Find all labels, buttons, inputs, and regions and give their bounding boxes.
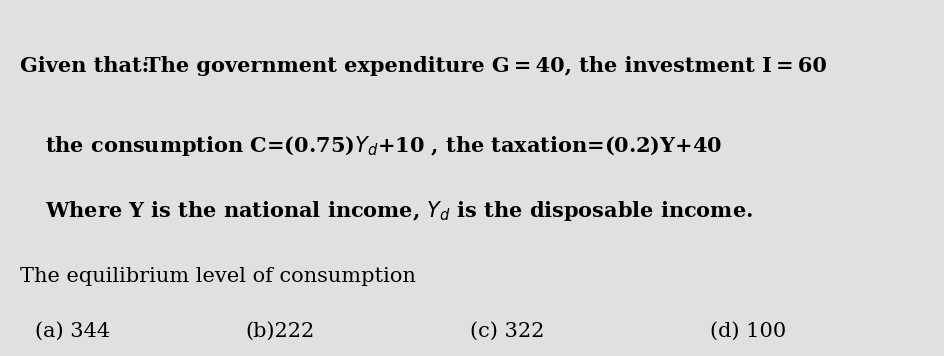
Text: (a) 344: (a) 344 <box>35 321 110 340</box>
Text: (c) 322: (c) 322 <box>469 321 544 340</box>
Text: the consumption C=(0.75)$Y_d$+10 , the taxation=(0.2)Y+40: the consumption C=(0.75)$Y_d$+10 , the t… <box>45 134 721 158</box>
Text: (d) 100: (d) 100 <box>709 321 785 340</box>
Text: Where Y is the national income, $Y_d$ is the disposable income.: Where Y is the national income, $Y_d$ is… <box>45 199 752 223</box>
Text: The government expenditure G = 40, the investment I = 60: The government expenditure G = 40, the i… <box>144 56 826 76</box>
Text: (b)222: (b)222 <box>244 321 314 340</box>
Text: The equilibrium level of consumption: The equilibrium level of consumption <box>20 267 415 286</box>
Text: Given that:: Given that: <box>20 56 149 76</box>
